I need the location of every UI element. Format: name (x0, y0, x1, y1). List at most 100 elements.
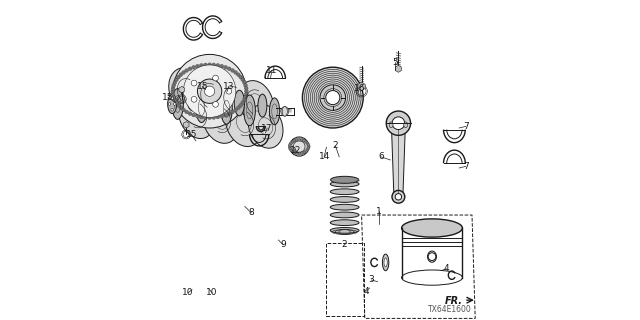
Circle shape (289, 148, 292, 151)
Circle shape (241, 101, 244, 105)
Circle shape (239, 103, 243, 107)
Polygon shape (248, 100, 264, 116)
Circle shape (179, 106, 183, 110)
Ellipse shape (330, 212, 359, 218)
Ellipse shape (330, 220, 359, 226)
Circle shape (185, 68, 189, 72)
Circle shape (241, 78, 244, 82)
Circle shape (298, 139, 301, 141)
Text: 2: 2 (342, 240, 348, 249)
Circle shape (386, 111, 411, 135)
Ellipse shape (384, 258, 387, 267)
Circle shape (196, 114, 200, 118)
Circle shape (293, 151, 296, 154)
Ellipse shape (172, 89, 184, 119)
Circle shape (326, 91, 340, 105)
Text: 10: 10 (207, 288, 218, 297)
Circle shape (204, 116, 207, 119)
Circle shape (244, 89, 248, 93)
Circle shape (212, 63, 216, 67)
Circle shape (239, 75, 243, 79)
Text: 11: 11 (266, 66, 278, 75)
Polygon shape (224, 97, 242, 115)
Ellipse shape (196, 92, 207, 123)
Ellipse shape (428, 251, 436, 262)
Circle shape (172, 84, 175, 87)
Circle shape (216, 115, 220, 119)
Circle shape (305, 140, 307, 143)
Circle shape (216, 63, 220, 67)
Ellipse shape (248, 105, 283, 148)
Ellipse shape (169, 68, 205, 115)
Circle shape (188, 112, 192, 116)
Circle shape (223, 113, 227, 117)
Circle shape (173, 54, 246, 128)
Ellipse shape (269, 98, 280, 125)
Circle shape (307, 147, 310, 150)
Ellipse shape (402, 219, 462, 237)
Circle shape (428, 253, 436, 260)
Circle shape (288, 145, 291, 148)
Text: 15: 15 (197, 82, 208, 91)
Circle shape (171, 108, 173, 111)
Ellipse shape (330, 176, 358, 183)
Circle shape (226, 88, 232, 94)
Circle shape (306, 142, 309, 145)
Circle shape (182, 70, 186, 74)
Circle shape (171, 97, 173, 100)
Polygon shape (187, 92, 207, 112)
Circle shape (291, 150, 294, 153)
Circle shape (171, 92, 175, 96)
Circle shape (205, 86, 215, 96)
Circle shape (236, 106, 240, 110)
Polygon shape (260, 100, 277, 116)
Circle shape (175, 101, 179, 105)
Ellipse shape (330, 189, 359, 195)
Circle shape (293, 139, 296, 142)
Text: 14: 14 (319, 152, 330, 161)
Circle shape (175, 78, 179, 82)
Text: 15: 15 (186, 130, 197, 139)
Circle shape (392, 117, 404, 130)
Circle shape (305, 150, 307, 153)
Text: 3: 3 (369, 276, 374, 284)
Text: 1: 1 (376, 207, 382, 216)
Ellipse shape (234, 90, 244, 116)
Circle shape (177, 75, 180, 79)
Circle shape (192, 65, 196, 69)
Circle shape (230, 110, 234, 114)
Circle shape (307, 145, 310, 148)
Text: 10: 10 (182, 288, 194, 297)
Circle shape (191, 80, 197, 86)
Circle shape (244, 92, 248, 96)
Text: 5: 5 (392, 58, 398, 67)
Circle shape (173, 103, 176, 105)
Circle shape (289, 143, 291, 146)
Circle shape (303, 67, 364, 128)
Circle shape (191, 96, 197, 102)
Ellipse shape (202, 97, 239, 143)
Circle shape (204, 63, 207, 67)
Text: TX64E1600: TX64E1600 (428, 305, 472, 314)
Circle shape (183, 65, 236, 117)
Ellipse shape (211, 88, 221, 114)
Text: 2: 2 (333, 141, 338, 150)
Circle shape (177, 103, 180, 107)
Polygon shape (392, 123, 406, 197)
Circle shape (168, 103, 171, 105)
Circle shape (179, 73, 183, 76)
Text: 7: 7 (463, 122, 468, 131)
Ellipse shape (282, 107, 287, 116)
Ellipse shape (330, 181, 359, 187)
Circle shape (295, 152, 298, 155)
Circle shape (234, 108, 237, 112)
Circle shape (212, 75, 218, 81)
Circle shape (197, 79, 222, 103)
Circle shape (196, 64, 200, 68)
Circle shape (289, 147, 291, 150)
Ellipse shape (215, 76, 252, 123)
Ellipse shape (239, 81, 273, 124)
Polygon shape (175, 91, 195, 110)
Circle shape (182, 108, 186, 112)
Circle shape (293, 141, 305, 152)
